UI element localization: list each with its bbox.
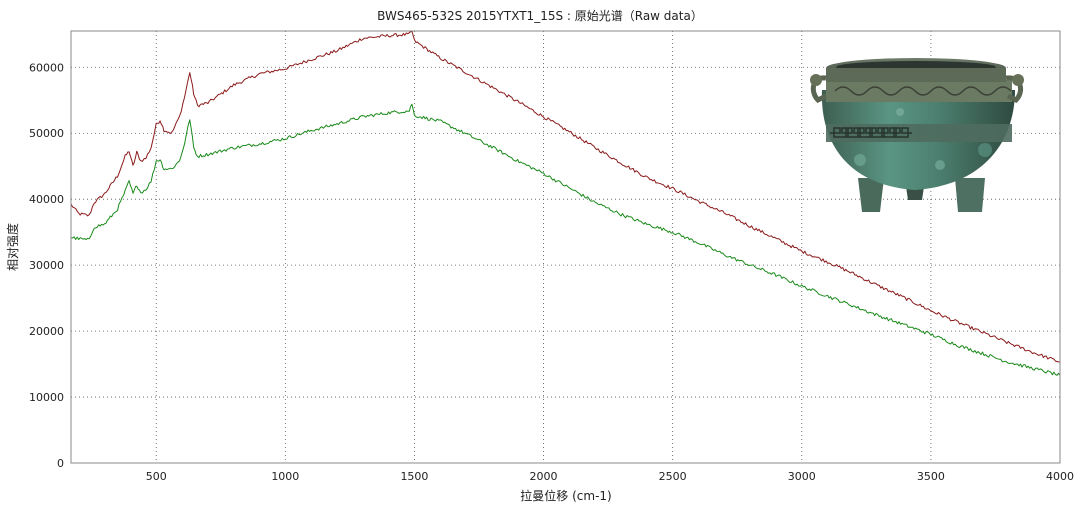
y-tick-label: 0 (57, 457, 64, 470)
x-tick-label: 500 (146, 470, 167, 483)
series-layer (70, 30, 1061, 376)
x-tick-labels: 500 1000 1500 2000 2500 3000 3500 4000 (146, 470, 1074, 483)
y-tick-label: 50000 (29, 127, 64, 140)
y-tick-label: 40000 (29, 193, 64, 206)
chart-title: BWS465-532S 2015YTXT1_15S : 原始光谱（Raw dat… (377, 9, 703, 23)
y-tick-label: 30000 (29, 259, 64, 272)
x-tick-label: 1500 (400, 470, 428, 483)
y-tick-label: 20000 (29, 325, 64, 338)
x-tick-label: 1000 (271, 470, 299, 483)
spectrum-series-line-2 (70, 103, 1061, 376)
y-tick-label: 60000 (29, 61, 64, 74)
x-tick-label: 2500 (659, 470, 687, 483)
x-tick-label: 2000 (530, 470, 558, 483)
plot-frame (70, 30, 1061, 464)
x-tick-label: 3500 (917, 470, 945, 483)
x-tick-label: 3000 (788, 470, 816, 483)
x-axis-label: 拉曼位移 (cm-1) (520, 488, 611, 503)
bronze-vessel-inset-image (810, 58, 1024, 212)
y-axis-label: 相对强度 (5, 223, 20, 271)
y-tick-label: 10000 (29, 391, 64, 404)
x-tick-label: 4000 (1046, 470, 1074, 483)
y-tick-labels: 0 10000 20000 30000 40000 50000 60000 (29, 61, 64, 470)
spectrum-series-line-1 (70, 30, 1061, 363)
